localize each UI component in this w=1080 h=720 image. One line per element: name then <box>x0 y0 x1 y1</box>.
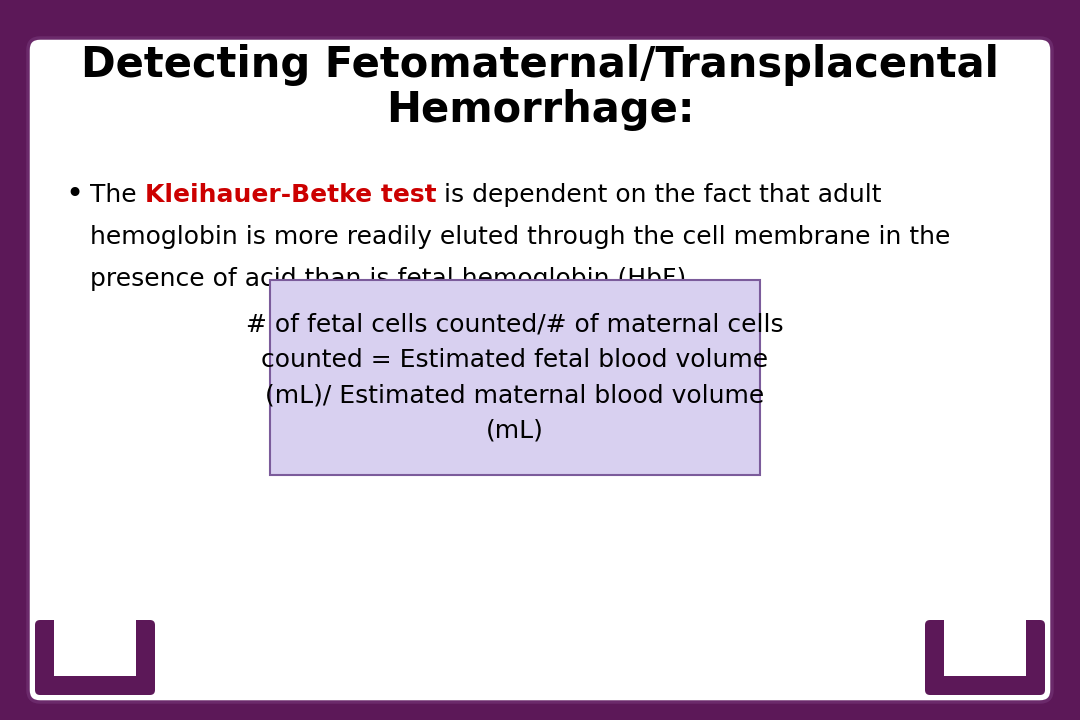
FancyBboxPatch shape <box>35 620 156 695</box>
Text: hemoglobin is more readily eluted through the cell membrane in the: hemoglobin is more readily eluted throug… <box>90 225 950 249</box>
Text: Hemorrhage:: Hemorrhage: <box>386 89 694 131</box>
FancyBboxPatch shape <box>944 611 1026 676</box>
FancyBboxPatch shape <box>270 280 760 475</box>
Text: presence of acid than is fetal hemoglobin (HbF).: presence of acid than is fetal hemoglobi… <box>90 267 694 291</box>
FancyBboxPatch shape <box>924 620 1045 695</box>
Text: # of fetal cells counted/# of maternal cells
counted = Estimated fetal blood vol: # of fetal cells counted/# of maternal c… <box>246 312 784 443</box>
Text: Kleihauer-Betke test: Kleihauer-Betke test <box>145 183 436 207</box>
Text: •: • <box>65 181 83 210</box>
FancyBboxPatch shape <box>54 611 136 676</box>
Text: The: The <box>90 183 145 207</box>
Text: is dependent on the fact that adult: is dependent on the fact that adult <box>436 183 881 207</box>
FancyBboxPatch shape <box>28 38 1052 702</box>
Text: Detecting Fetomaternal/Transplacental: Detecting Fetomaternal/Transplacental <box>81 44 999 86</box>
